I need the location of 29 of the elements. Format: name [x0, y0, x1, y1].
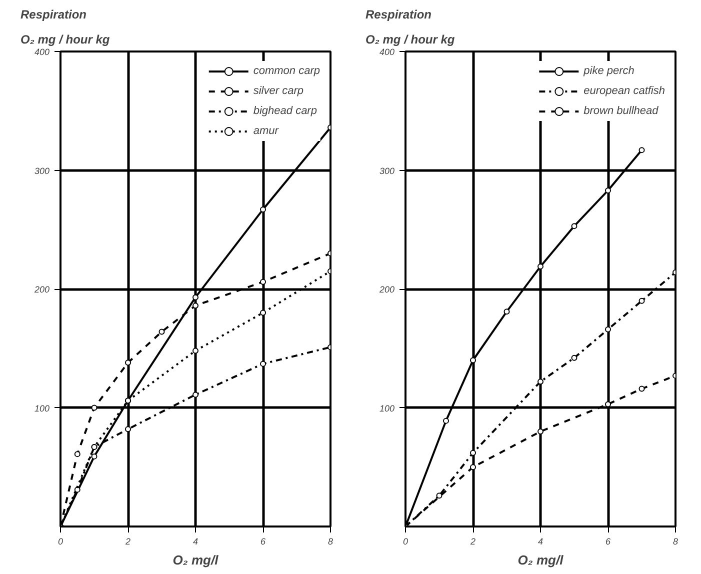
x-tick-label: 8 — [328, 536, 334, 546]
legend-label: common carp — [253, 65, 320, 77]
y-tick-label: 200 — [33, 284, 50, 294]
x-tick-label: 4 — [538, 536, 544, 546]
y-tick-label: 400 — [34, 47, 50, 57]
x-axis-title: O₂ mg/l — [518, 552, 564, 568]
legend-label: brown bullhead — [584, 105, 658, 117]
x-tick-label: 0 — [58, 536, 64, 546]
x-tick-label: 2 — [124, 536, 131, 546]
x-tick-label: 4 — [192, 536, 198, 546]
x-axis-title: O₂ mg/l — [172, 552, 219, 568]
y-axis-title: Respiration O₂ mg / hour kg — [20, 7, 110, 46]
y-tick-label: 200 — [378, 284, 395, 294]
legend-label: pike perch — [584, 65, 634, 77]
x-tick-label: 0 — [402, 536, 408, 546]
y-tick-label: 100 — [379, 403, 395, 414]
x-tick-label: 8 — [672, 536, 678, 546]
y-tick-label: 100 — [34, 403, 50, 414]
x-tick-label: 6 — [605, 536, 611, 546]
y-tick-label: 300 — [34, 166, 50, 176]
x-tick-label: 6 — [260, 536, 266, 546]
legend-label: silver carp — [253, 85, 304, 97]
legend-label: european catfish — [584, 85, 665, 97]
legend-label: amur — [253, 125, 278, 137]
y-tick-label: 300 — [379, 166, 395, 176]
y-tick-label: 400 — [379, 47, 395, 57]
legend-label: bighead carp — [253, 105, 317, 117]
y-axis-title: Respiration O₂ mg / hour kg — [366, 7, 456, 46]
x-tick-label: 2 — [469, 536, 476, 546]
